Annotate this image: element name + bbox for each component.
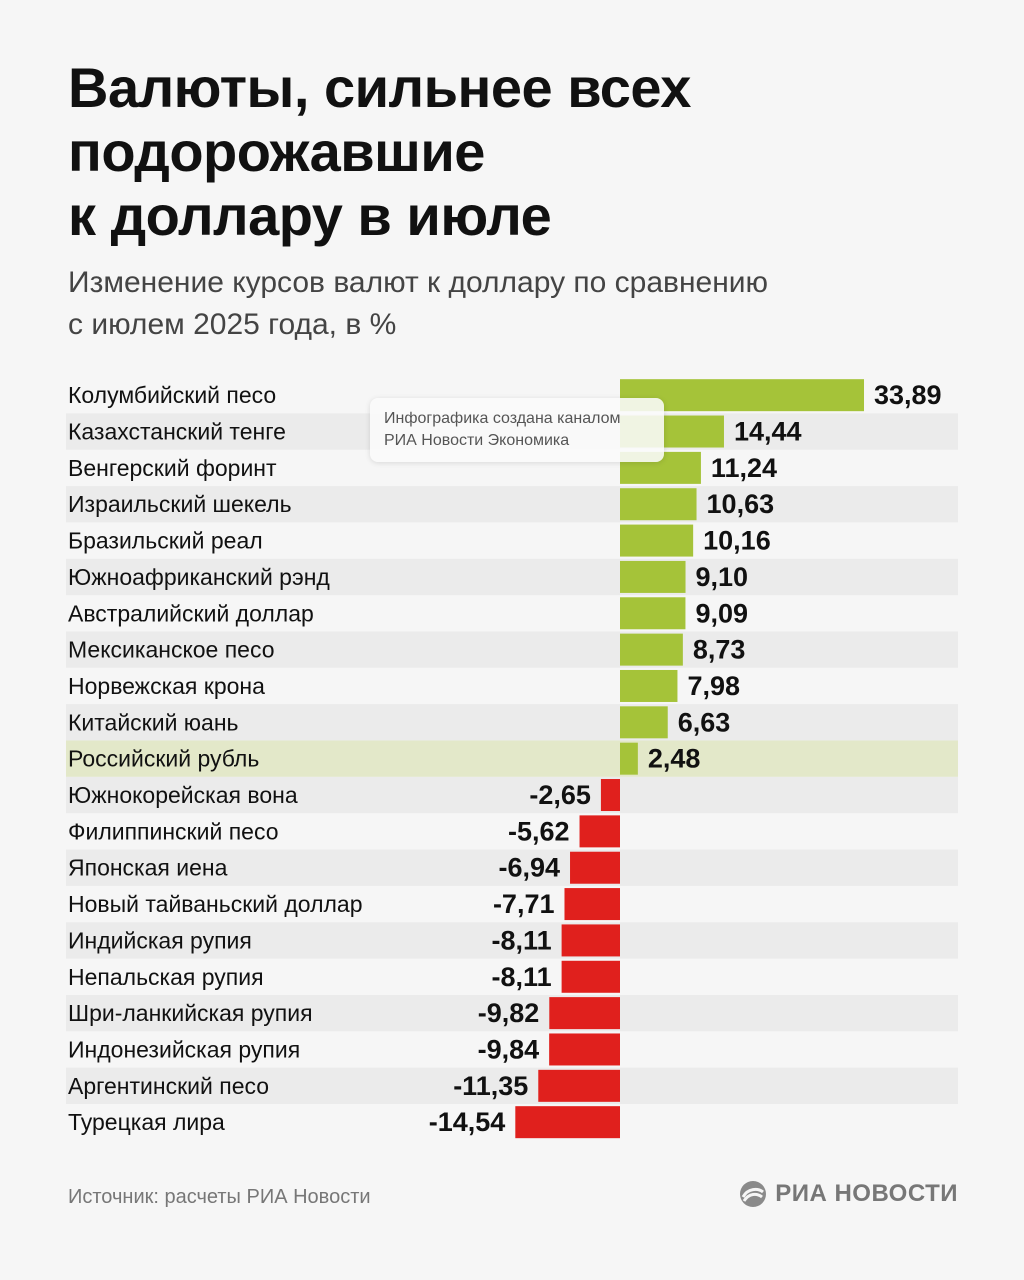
bar <box>620 633 683 666</box>
data-label: 8,73 <box>693 635 746 665</box>
category-label: Непальская рупия <box>68 964 264 990</box>
chart-title-line: подорожавшие <box>68 120 485 183</box>
row-band <box>66 776 958 814</box>
bar <box>564 888 620 921</box>
category-label: Бразильский реал <box>68 528 263 554</box>
bar <box>600 779 620 812</box>
chart-title-line: к доллару в июле <box>68 184 552 247</box>
data-label: -14,54 <box>429 1107 506 1137</box>
data-label: -6,94 <box>498 853 560 883</box>
category-label: Шри-ланкийская рупия <box>68 1000 313 1026</box>
category-label: Турецкая лира <box>68 1109 225 1135</box>
category-label: Норвежская крона <box>68 673 265 699</box>
ria-logo-text: РИА НОВОСТИ <box>775 1180 958 1207</box>
bar <box>620 597 686 630</box>
chart-subtitle: Изменение курсов валют к доллару по срав… <box>68 262 948 346</box>
category-label: Индийская рупия <box>68 927 252 953</box>
data-label: -9,82 <box>478 998 540 1028</box>
bar <box>549 997 620 1030</box>
bar <box>549 1033 620 1066</box>
ria-logo-icon <box>740 1181 767 1207</box>
category-label: Израильский шекель <box>68 491 292 517</box>
watermark-note: Инфографика создана каналом РИА Новости … <box>370 398 664 462</box>
chart-title: Валюты, сильнее всех подорожавшие к долл… <box>68 56 948 248</box>
row-band <box>66 849 958 886</box>
watermark-line: Инфографика создана каналом <box>384 410 621 427</box>
data-label: 2,48 <box>648 744 701 774</box>
row-band <box>66 631 958 668</box>
data-label: -9,84 <box>478 1034 540 1064</box>
data-label: -11,35 <box>453 1071 528 1101</box>
data-label: -7,71 <box>493 889 555 919</box>
bar <box>570 851 620 884</box>
category-label: Индонезийская рупия <box>68 1036 300 1062</box>
category-label: Мексиканское песо <box>68 637 275 663</box>
category-label: Южнокорейская вона <box>68 782 298 808</box>
bar <box>515 1106 620 1139</box>
data-label: 33,89 <box>874 380 942 410</box>
data-label: -5,62 <box>508 816 570 846</box>
data-label: 14,44 <box>734 417 802 447</box>
ria-logo: РИА НОВОСТИ <box>739 1180 958 1208</box>
bar <box>620 560 686 593</box>
row-band <box>66 1067 958 1104</box>
data-label: 7,98 <box>687 671 740 701</box>
bar <box>620 488 697 521</box>
row-band <box>66 558 958 596</box>
data-label: 11,24 <box>711 453 777 483</box>
data-label: 9,10 <box>696 562 749 592</box>
row-band <box>66 486 958 523</box>
category-label: Аргентинский песо <box>68 1073 269 1099</box>
category-label: Японская иена <box>68 855 228 881</box>
data-label: -8,11 <box>492 962 552 992</box>
category-label: Новый тайваньский доллар <box>68 891 363 917</box>
bar <box>620 524 694 557</box>
chart-subtitle-line: с июлем 2025 года, в % <box>68 308 397 341</box>
bar <box>579 815 620 848</box>
data-label: -8,11 <box>492 925 552 955</box>
category-label: Китайский юань <box>68 709 239 735</box>
chart-title-line: Валюты, сильнее всех <box>68 56 691 119</box>
category-label: Венгерский форинт <box>68 455 277 481</box>
bar <box>620 742 638 775</box>
chart-subtitle-line: Изменение курсов валют к доллару по срав… <box>68 266 769 299</box>
data-label: 10,16 <box>703 526 771 556</box>
row-band <box>66 922 958 959</box>
row-band <box>66 994 958 1032</box>
watermark-line: РИА Новости Экономика <box>384 432 570 449</box>
bar <box>620 706 668 739</box>
category-label: Колумбийский песо <box>68 382 276 408</box>
category-label: Российский рубль <box>68 746 259 772</box>
data-label: 10,63 <box>707 489 775 519</box>
source-note: Источник: расчеты РИА Новости <box>68 1186 371 1208</box>
bar <box>620 669 678 702</box>
bar <box>561 924 620 957</box>
category-label: Южноафриканский рэнд <box>68 564 330 590</box>
bar <box>538 1069 620 1102</box>
category-label: Казахстанский тенге <box>68 419 286 445</box>
row-band <box>66 704 958 741</box>
row-highlight-band <box>66 740 958 777</box>
category-label: Филиппинский песо <box>68 818 279 844</box>
bar <box>561 960 620 993</box>
category-label: Австралийский доллар <box>68 600 314 626</box>
data-label: 6,63 <box>678 707 731 737</box>
data-label: 9,09 <box>695 598 748 628</box>
data-label: -2,65 <box>529 780 591 810</box>
